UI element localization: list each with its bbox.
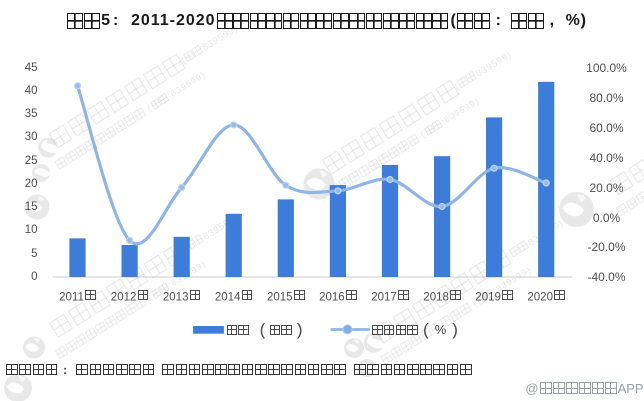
svg-text:(: ( (145, 103, 154, 114)
svg-text:(: ( (453, 81, 462, 92)
svg-text::839599): :839599) (439, 95, 481, 126)
svg-text:839599): 839599) (474, 49, 514, 79)
svg-text:(: ( (179, 55, 188, 66)
svg-text:(: ( (471, 298, 480, 309)
svg-text:(: ( (505, 250, 514, 261)
svg-text:(: ( (146, 292, 155, 303)
svg-text:(: ( (419, 129, 428, 140)
svg-text::839599): :839599) (166, 69, 208, 100)
